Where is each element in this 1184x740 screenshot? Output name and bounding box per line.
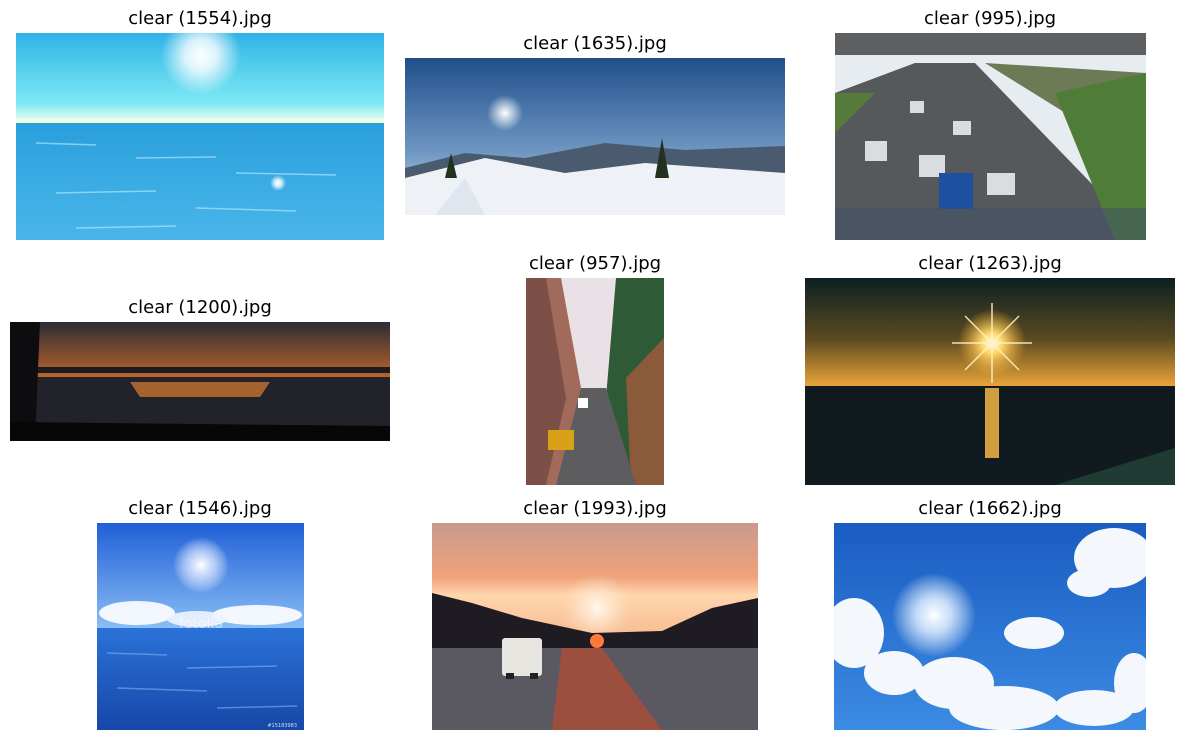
image-title: clear (1635).jpg [523, 33, 667, 54]
image-title: clear (1200).jpg [128, 297, 272, 318]
watermark-id: #15183983 [267, 723, 297, 729]
image-title: clear (995).jpg [923, 8, 1057, 29]
image-thumbnail-lake-sunset [10, 322, 390, 441]
image-thumbnail-snow-mountains [405, 58, 785, 215]
image-thumbnail-highway-sunset [432, 523, 758, 730]
image-title: clear (1554).jpg [128, 8, 272, 29]
image-thumbnail-ocean-sun [16, 33, 384, 240]
image-thumbnail-highway [835, 33, 1146, 240]
image-thumbnail-sea-sunset [805, 278, 1175, 485]
image-title: clear (1546).jpg [128, 498, 272, 519]
image-title: clear (1993).jpg [523, 498, 667, 519]
image-title: clear (957).jpg [528, 253, 662, 274]
image-thumbnail-city-street [526, 278, 664, 485]
image-thumbnail-sky-clouds [834, 523, 1146, 730]
watermark-text: fotolia [179, 616, 223, 632]
image-title: clear (1662).jpg [918, 498, 1062, 519]
image-title: clear (1263).jpg [918, 253, 1062, 274]
image-thumbnail-blue-water-sun: fotolia #15183983 [97, 523, 304, 730]
